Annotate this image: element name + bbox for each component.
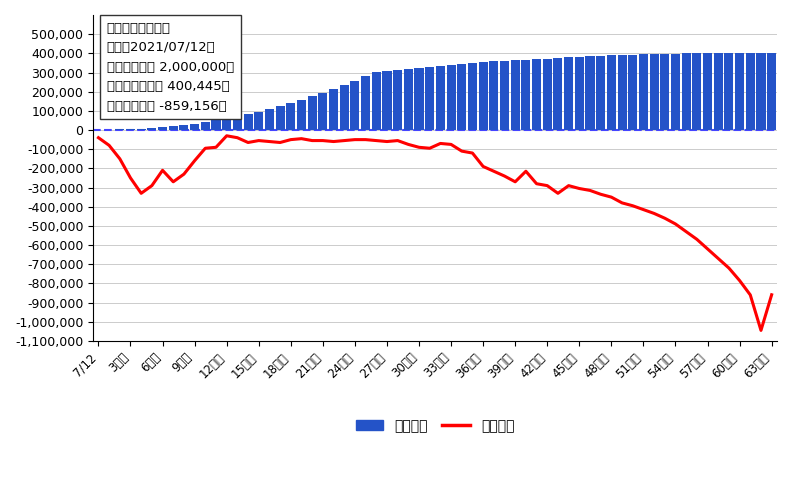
Bar	[564, 58, 573, 130]
Bar	[329, 89, 338, 130]
Bar	[671, 54, 680, 130]
Bar	[265, 109, 274, 130]
Bar	[297, 100, 306, 130]
Bar	[361, 76, 370, 130]
Bar	[596, 56, 605, 130]
Bar	[179, 125, 188, 130]
Bar	[457, 64, 466, 130]
Bar	[158, 127, 167, 130]
Bar	[703, 54, 712, 130]
Bar	[425, 67, 434, 130]
Bar	[307, 96, 317, 130]
Bar	[756, 53, 766, 130]
Bar	[137, 128, 146, 130]
Bar	[649, 54, 659, 130]
Bar	[746, 53, 755, 130]
Bar	[554, 58, 562, 130]
Bar	[628, 55, 638, 130]
Bar	[725, 53, 733, 130]
Legend: 確定利益, 評価損益: 確定利益, 評価損益	[350, 413, 520, 438]
Bar	[692, 54, 702, 130]
Bar	[190, 124, 199, 130]
Text: トラリピ運用実績
期間：2021/07/12～
投資元本：　 2,000,000円
確定利益：　　 400,445円
評価損益：　 -859,156円: トラリピ運用実績 期間：2021/07/12～ 投資元本： 2,000,000円…	[107, 21, 234, 113]
Bar	[233, 117, 242, 130]
Bar	[500, 61, 509, 130]
Bar	[404, 68, 413, 130]
Bar	[618, 55, 626, 130]
Bar	[393, 69, 402, 130]
Bar	[350, 80, 360, 130]
Bar	[714, 54, 723, 130]
Bar	[318, 93, 327, 130]
Bar	[532, 59, 541, 130]
Bar	[147, 128, 156, 130]
Bar	[222, 119, 231, 130]
Bar	[371, 71, 381, 130]
Bar	[478, 62, 488, 130]
Bar	[735, 53, 744, 130]
Bar	[276, 106, 284, 130]
Bar	[200, 122, 210, 130]
Bar	[607, 56, 616, 130]
Bar	[211, 121, 220, 130]
Bar	[543, 59, 552, 130]
Bar	[254, 112, 263, 130]
Bar	[511, 60, 520, 130]
Bar	[340, 85, 348, 130]
Bar	[243, 114, 253, 130]
Bar	[116, 129, 124, 130]
Bar	[639, 54, 648, 130]
Bar	[169, 126, 177, 130]
Bar	[286, 103, 295, 130]
Bar	[383, 70, 391, 130]
Bar	[126, 129, 135, 130]
Bar	[767, 53, 776, 130]
Bar	[575, 57, 584, 130]
Bar	[661, 54, 669, 130]
Bar	[585, 56, 595, 130]
Bar	[414, 68, 424, 130]
Bar	[447, 65, 455, 130]
Bar	[682, 54, 691, 130]
Bar	[468, 63, 477, 130]
Bar	[489, 62, 498, 130]
Bar	[521, 60, 531, 130]
Bar	[436, 66, 445, 130]
